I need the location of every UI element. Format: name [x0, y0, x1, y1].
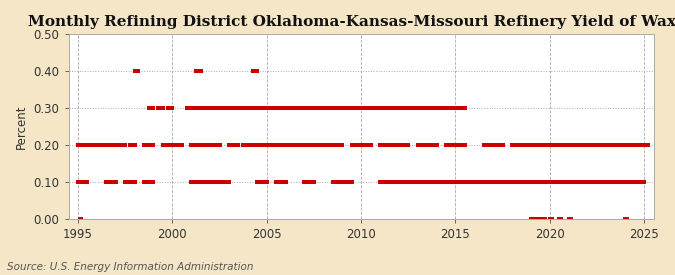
Title: Monthly Refining District Oklahoma-Kansas-Missouri Refinery Yield of Waxes: Monthly Refining District Oklahoma-Kansa…: [28, 15, 675, 29]
Y-axis label: Percent: Percent: [15, 104, 28, 149]
Text: Source: U.S. Energy Information Administration: Source: U.S. Energy Information Administ…: [7, 262, 253, 272]
